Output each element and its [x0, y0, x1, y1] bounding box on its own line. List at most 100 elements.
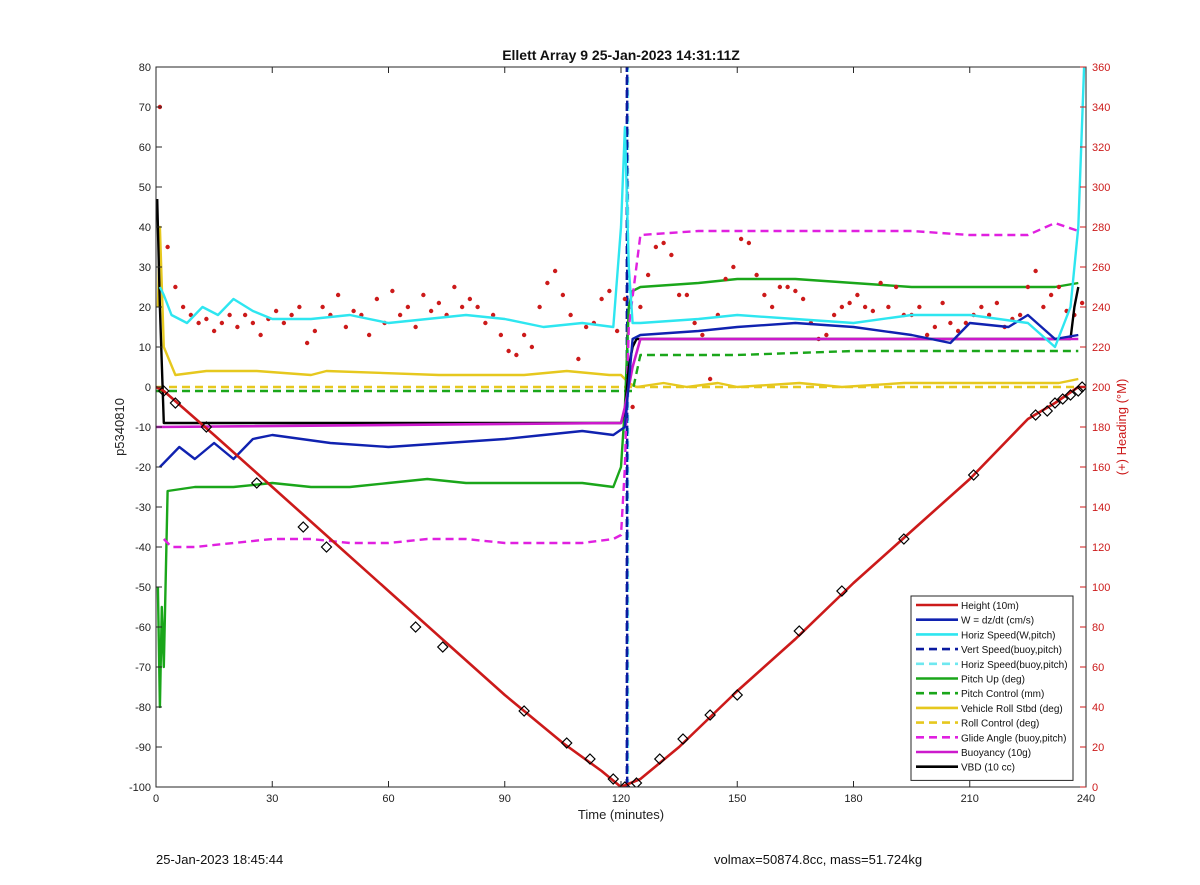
series-line-pitch-control-mm	[156, 349, 1079, 393]
y-left-tick-label: -90	[135, 742, 151, 754]
height-marker	[1049, 397, 1061, 409]
heading-point	[413, 324, 418, 330]
axes: 0 30 60 90 120 150 180 210 240-100-90-80-70-60-5…	[129, 62, 1110, 805]
heading-point	[831, 312, 837, 318]
height-marker	[1041, 405, 1054, 417]
y-left-tick-label: 60	[139, 142, 151, 154]
heading-point	[979, 304, 984, 310]
x-tick-label: 180	[844, 793, 862, 805]
heading-point	[405, 304, 411, 310]
y-right-tick-label: 240	[1092, 302, 1110, 314]
heading-point	[839, 304, 845, 310]
heading-point	[630, 404, 635, 410]
heading-point	[855, 292, 860, 298]
height-marker	[677, 733, 689, 745]
height-marker	[1064, 389, 1077, 401]
heading-point	[351, 308, 356, 314]
height-marker	[619, 781, 631, 787]
heading-point	[289, 312, 294, 318]
legend-label: Buoyancy (10g)	[961, 748, 1031, 759]
series-line-vehicle-roll-stbd-deg	[156, 225, 1079, 389]
heading-point	[452, 284, 457, 290]
heading-point	[824, 332, 829, 338]
y-right-tick-label: 160	[1092, 462, 1110, 474]
y-right-tick-label: 260	[1092, 262, 1110, 274]
y-left-tick-label: 30	[139, 262, 151, 274]
heading-point	[297, 304, 302, 310]
heading-point	[436, 300, 442, 306]
heading-point	[397, 312, 403, 318]
heading-point	[847, 300, 852, 306]
heading-point	[785, 284, 790, 290]
heading-point	[723, 276, 728, 282]
heading-point	[250, 320, 256, 326]
heading-point	[1048, 292, 1054, 298]
heading-point	[312, 328, 318, 334]
legend-label: Pitch Up (deg)	[961, 675, 1025, 686]
height-marker	[560, 737, 573, 749]
heading-point	[421, 292, 426, 298]
heading-point	[700, 332, 705, 338]
heading-point	[684, 292, 690, 298]
y-left-tick-label: -10	[135, 422, 151, 434]
height-marker	[653, 753, 666, 765]
y-right-tick-label: 0	[1092, 782, 1098, 794]
height-marker	[518, 705, 530, 717]
y-left-tick-label: -100	[129, 782, 151, 794]
legend-label: Glide Angle (buoy,pitch)	[961, 733, 1066, 744]
heading-point	[583, 324, 589, 330]
height-marker	[731, 689, 744, 701]
series-line-glide-angle-buoy-pitch	[162, 221, 1079, 549]
heading-point	[1041, 304, 1046, 310]
heading-point	[994, 300, 1000, 306]
height-marker	[250, 477, 263, 489]
heading-point	[545, 280, 550, 286]
heading-point	[940, 300, 945, 306]
heading-point	[963, 320, 969, 326]
heading-point	[614, 328, 620, 334]
y-right-tick-label: 120	[1092, 542, 1110, 554]
legend-label: Horiz Speed(W,pitch)	[961, 630, 1055, 641]
heading-point	[762, 292, 767, 298]
heading-point	[669, 252, 674, 258]
height-marker	[704, 709, 716, 721]
legend-box	[910, 595, 1074, 781]
height-marker	[1076, 381, 1086, 393]
y-right-tick-label: 80	[1092, 622, 1104, 634]
heading-point	[607, 288, 612, 294]
heading-point	[878, 280, 883, 286]
height-marker	[409, 621, 422, 633]
heading-point	[738, 236, 744, 242]
heading-point	[1017, 312, 1023, 318]
heading-point	[893, 284, 899, 290]
height-marker	[1056, 393, 1069, 405]
heading-point	[514, 352, 519, 358]
height-marker	[836, 585, 848, 597]
y-right-tick-label: 280	[1092, 222, 1110, 234]
y-right-tick-label: 100	[1092, 582, 1110, 594]
legend-label: Vert Speed(buoy,pitch)	[961, 645, 1062, 656]
y-left-tick-label: 80	[139, 62, 151, 74]
heading-point	[948, 320, 953, 326]
series-line-horiz-speed-w-pitch	[158, 67, 1086, 349]
y-right-tick-label: 340	[1092, 102, 1110, 114]
heading-point	[707, 376, 713, 382]
heading-point	[653, 244, 659, 250]
height-marker	[297, 521, 310, 533]
heading-point	[180, 304, 186, 310]
heading-point	[211, 328, 217, 334]
heading-point	[366, 332, 372, 338]
series-layer	[156, 67, 1086, 787]
heading-point	[343, 324, 349, 330]
legend-label: Height (10m)	[961, 601, 1019, 612]
heading-point	[165, 244, 170, 250]
heading-point	[746, 240, 752, 246]
legend-label: Horiz Speed(buoy,pitch)	[961, 660, 1068, 671]
heading-point	[242, 312, 248, 318]
y-right-tick-label: 320	[1092, 142, 1110, 154]
heading-point	[731, 264, 736, 270]
height-marker	[584, 753, 596, 765]
heading-point	[188, 312, 194, 318]
legend-label: W = dz/dt (cm/s)	[961, 616, 1034, 627]
height-marker	[157, 385, 170, 397]
